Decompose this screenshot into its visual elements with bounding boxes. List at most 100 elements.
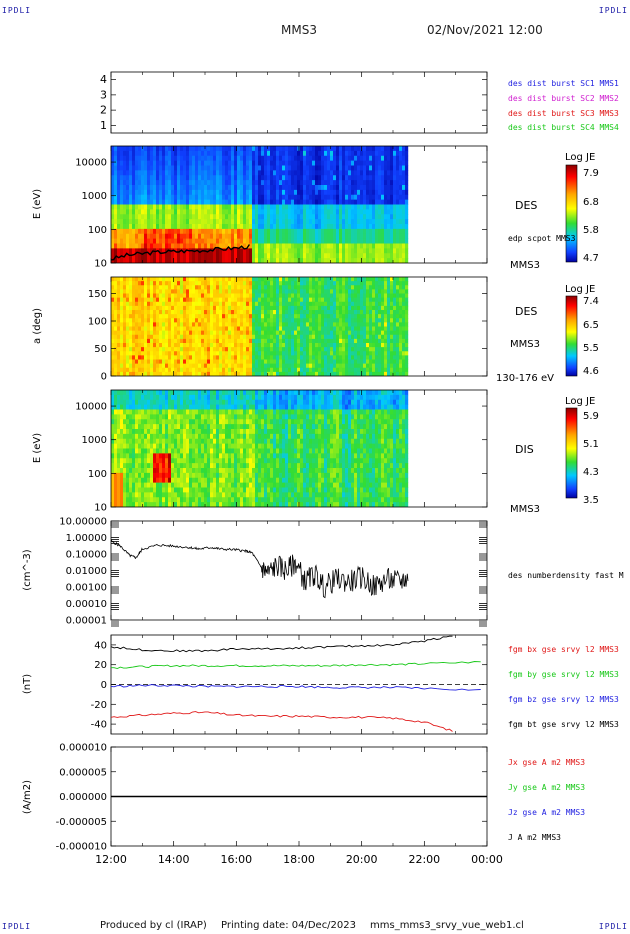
x-tick-label: 20:00 <box>346 853 378 866</box>
legend-burst-mms1: des dist burst SC1 MMS1 <box>508 79 619 88</box>
legend-density: des numberdensity fast M <box>508 571 624 580</box>
des-pitch-angle-spectrogram <box>111 277 409 376</box>
y-tick-label: 1 <box>100 119 107 132</box>
y-tick-label: 1000 <box>82 435 107 446</box>
y-tick-label: -20 <box>91 700 107 711</box>
y-tick-label: 2 <box>100 104 107 117</box>
legend-scpot: edp scpot MMS3 <box>508 234 576 243</box>
y-tick-label: 3 <box>100 88 107 101</box>
y-tick-label: 4 <box>100 73 107 86</box>
legend-burst-mms3: des dist burst SC3 MMS3 <box>508 109 619 118</box>
colorbar-tick: 7.9 <box>583 168 599 179</box>
b-component-line <box>111 635 453 653</box>
y-tick-label: 0.000000 <box>59 792 107 803</box>
sc-label-des-pitch: MMS3 <box>510 339 540 350</box>
b-component-line <box>111 661 481 669</box>
y-tick-label: -0.000010 <box>56 842 107 853</box>
colorbar-tick: 4.7 <box>583 253 599 264</box>
spacecraft-title: MMS3 <box>281 23 317 37</box>
legend-j: J A m2 MMS3 <box>508 833 561 842</box>
y-tick-label: 0 <box>101 680 107 691</box>
des-energy-spectrogram <box>111 146 409 263</box>
colorbar-tick: 5.5 <box>583 343 599 354</box>
legend-bt: fgm bt gse srvy l2 MMS3 <box>508 720 619 729</box>
colorbar-tick: 4.3 <box>583 467 599 478</box>
colorbar-tick: 3.5 <box>583 495 599 506</box>
colorbar-dis-energy: Log JE 5.9 5.1 4.3 3.5 <box>565 396 599 506</box>
legend-by: fgm by gse srvy l2 MMS3 <box>508 670 619 679</box>
y-tick-label: 10.00000 <box>59 517 107 528</box>
x-tick-label: 00:00 <box>471 853 503 866</box>
y-tick-label: 0.000010 <box>59 743 107 754</box>
y-tick-label: 0.000005 <box>59 767 107 778</box>
magnetic-field-series <box>111 635 481 732</box>
y-tick-label: 100 <box>88 317 107 328</box>
colorbar-tick: 4.6 <box>583 366 599 377</box>
y-tick-label: 0.01000 <box>66 566 107 577</box>
colorbar-title: Log JE <box>565 284 595 295</box>
density-line <box>111 539 409 599</box>
corner-label-top-left: IPDLI <box>2 6 32 15</box>
y-tick-label: 0.10000 <box>66 550 107 561</box>
y-tick-label: 10000 <box>75 158 107 169</box>
y-tick-label: 100 <box>88 225 107 236</box>
colorbar-tick: 5.9 <box>583 411 599 422</box>
y-tick-label: 10000 <box>75 402 107 413</box>
y-tick-label: 0.00010 <box>66 599 107 610</box>
y-tick-label: 50 <box>94 344 107 355</box>
x-tick-label: 12:00 <box>95 853 127 866</box>
corner-label-bottom-left: IPDLI <box>2 922 32 931</box>
y-tick-label: 0.00100 <box>66 583 107 594</box>
colorbar-tick: 5.8 <box>583 225 599 236</box>
colorbar-title: Log JE <box>565 152 595 163</box>
y-axis-label-current-density: (A/m2) <box>22 780 33 814</box>
legend-jy: Jy gse A m2 MMS3 <box>508 783 585 792</box>
y-tick-label: -40 <box>91 720 107 731</box>
y-tick-label: -0.000005 <box>56 817 107 828</box>
panel-frames: 1 2 3 4 10 100 1000 10000 0 50 100 150 10 100 1000 1000… <box>56 71 503 866</box>
legend-bz: fgm bz gse srvy l2 MMS3 <box>508 695 619 704</box>
colorbar-des-pitch: Log JE 7.4 6.5 5.5 4.6 <box>565 284 599 377</box>
b-component-line <box>111 711 453 732</box>
y-tick-label: 0.00001 <box>66 616 107 627</box>
legend-jx: Jx gse A m2 MMS3 <box>508 758 585 767</box>
y-axis-label-pitch: a (deg) <box>32 308 43 344</box>
footer-filename: mms_mms3_srvy_vue_web1.cl <box>370 920 524 931</box>
density-series <box>111 539 409 599</box>
legend-burst-mms4: des dist burst SC4 MMS4 <box>508 123 619 132</box>
colorbar-tick: 7.4 <box>583 296 599 307</box>
legend-jz: Jz gse A m2 MMS3 <box>508 808 585 817</box>
x-tick-label: 14:00 <box>158 853 190 866</box>
footer-producer: Produced by cl (IRAP) <box>100 920 207 931</box>
colorbar-tick: 6.5 <box>583 320 599 331</box>
species-label-dis: DIS <box>515 443 534 456</box>
sc-label-dis: MMS3 <box>510 504 540 515</box>
y-axis-label-magnetic-field: (nT) <box>22 674 33 694</box>
y-tick-label: 100 <box>88 469 107 480</box>
y-axis-label-des-energy: E (eV) <box>32 189 43 219</box>
legend-burst-mms2: des dist burst SC2 MMS2 <box>508 94 619 103</box>
spacecraft-potential-line <box>111 244 250 261</box>
y-tick-label: 1000 <box>82 191 107 202</box>
colorbar-des-energy: Log JE 7.9 6.8 5.8 4.7 <box>565 152 599 264</box>
colorbar-tick: 6.8 <box>583 197 599 208</box>
y-axis-label-dis-energy: E (eV) <box>32 433 43 463</box>
y-tick-label: 20 <box>94 660 107 671</box>
y-tick-label: 10 <box>94 259 107 270</box>
dis-energy-spectrogram <box>111 390 409 507</box>
colorbar-title: Log JE <box>565 396 595 407</box>
y-tick-label: 10 <box>94 503 107 514</box>
x-tick-label: 18:00 <box>283 853 315 866</box>
corner-label-bottom-right: IPDLI <box>598 922 628 931</box>
plot-datetime: 02/Nov/2021 12:00 <box>427 23 543 37</box>
footer-printing-date: Printing date: 04/Dec/2023 <box>221 920 356 931</box>
species-label-des-pitch: DES <box>515 305 537 318</box>
panel-frame <box>110 71 488 134</box>
x-tick-label: 16:00 <box>220 853 252 866</box>
panel-frame <box>110 520 488 621</box>
y-tick-label: 1.00000 <box>66 533 107 544</box>
x-tick-label: 22:00 <box>408 853 440 866</box>
y-tick-label: 150 <box>88 289 107 300</box>
b-component-line <box>111 684 481 691</box>
